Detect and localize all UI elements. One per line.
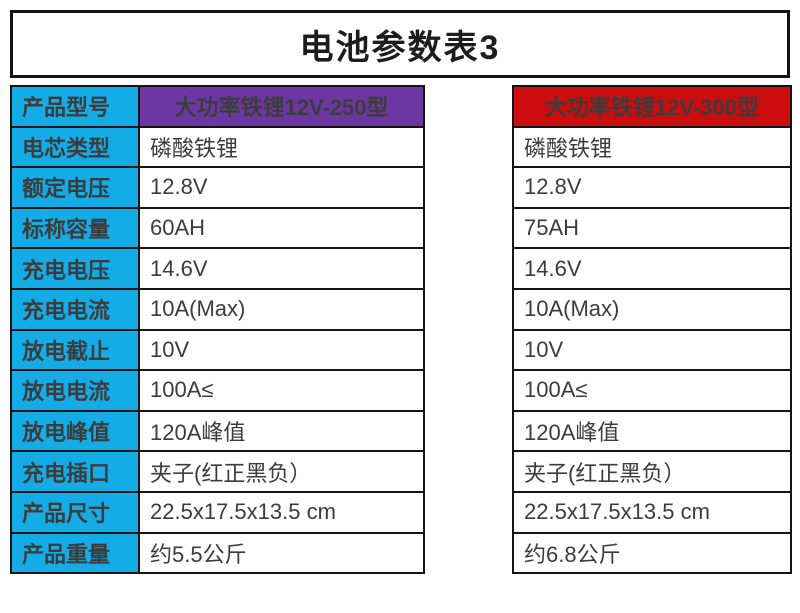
table-row: 额定电压 12.8V xyxy=(10,166,425,209)
param-label: 产品尺寸 xyxy=(10,490,140,534)
param-value-a: 14.6V xyxy=(138,247,425,290)
param-label: 额定电压 xyxy=(10,166,140,209)
table-row: 充电电流 10A(Max) xyxy=(10,287,425,331)
table-row: 14.6V xyxy=(512,247,792,290)
table-row: 120A峰值 xyxy=(512,409,792,453)
param-label: 充电电压 xyxy=(10,247,140,290)
table-row: 100A≤ xyxy=(512,369,792,412)
table-row-header: 大功率铁锂12V-300型 xyxy=(512,85,792,128)
table-row: 放电峰值 120A峰值 xyxy=(10,409,425,453)
spec-table-right: 大功率铁锂12V-300型 磷酸铁锂 12.8V 75AH 14.6V 10A(… xyxy=(512,85,792,575)
param-value-a: 120A峰值 xyxy=(138,409,425,453)
spec-tables: 产品型号 大功率铁锂12V-250型 电芯类型 磷酸铁锂 额定电压 12.8V … xyxy=(10,85,792,575)
param-value-b: 磷酸铁锂 xyxy=(512,125,792,169)
model-a-header: 大功率铁锂12V-250型 xyxy=(138,85,425,128)
table-row: 电芯类型 磷酸铁锂 xyxy=(10,125,425,169)
param-label: 充电插口 xyxy=(10,450,140,493)
param-value-b: 14.6V xyxy=(512,247,792,290)
page-title-box: 电池参数表3 xyxy=(10,10,790,78)
param-value-a: 夹子(红正黑负） xyxy=(138,450,425,493)
param-label-model: 产品型号 xyxy=(10,85,140,128)
table-row-header: 产品型号 大功率铁锂12V-250型 xyxy=(10,85,425,128)
model-b-header: 大功率铁锂12V-300型 xyxy=(512,85,792,128)
param-label: 标称容量 xyxy=(10,206,140,250)
table-row: 22.5x17.5x13.5 cm xyxy=(512,490,792,534)
table-row: 充电电压 14.6V xyxy=(10,247,425,290)
table-row: 10V xyxy=(512,328,792,372)
table-row: 标称容量 60AH xyxy=(10,206,425,250)
table-row: 磷酸铁锂 xyxy=(512,125,792,169)
param-label: 充电电流 xyxy=(10,287,140,331)
table-row: 约6.8公斤 xyxy=(512,531,792,575)
page-title: 电池参数表3 xyxy=(299,28,501,67)
param-label: 放电截止 xyxy=(10,328,140,372)
param-value-b: 10V xyxy=(512,328,792,372)
param-label: 产品重量 xyxy=(10,531,140,575)
table-row: 12.8V xyxy=(512,166,792,209)
table-row: 放电电流 100A≤ xyxy=(10,369,425,412)
table-row: 产品重量 约5.5公斤 xyxy=(10,531,425,575)
param-value-a: 磷酸铁锂 xyxy=(138,125,425,169)
table-row: 10A(Max) xyxy=(512,287,792,331)
param-value-b: 22.5x17.5x13.5 cm xyxy=(512,490,792,534)
param-value-a: 约5.5公斤 xyxy=(138,531,425,575)
param-label: 放电峰值 xyxy=(10,409,140,453)
param-value-a: 12.8V xyxy=(138,166,425,209)
param-value-a: 60AH xyxy=(138,206,425,250)
table-row: 夹子(红正黑负） xyxy=(512,450,792,493)
spec-table-left: 产品型号 大功率铁锂12V-250型 电芯类型 磷酸铁锂 额定电压 12.8V … xyxy=(10,85,425,575)
param-value-b: 100A≤ xyxy=(512,369,792,412)
param-value-b: 10A(Max) xyxy=(512,287,792,331)
table-row: 75AH xyxy=(512,206,792,250)
param-value-b: 夹子(红正黑负） xyxy=(512,450,792,493)
param-value-b: 120A峰值 xyxy=(512,409,792,453)
param-value-b: 约6.8公斤 xyxy=(512,531,792,575)
param-value-a: 22.5x17.5x13.5 cm xyxy=(138,490,425,534)
table-row: 充电插口 夹子(红正黑负） xyxy=(10,450,425,493)
param-value-a: 10V xyxy=(138,328,425,372)
param-value-b: 12.8V xyxy=(512,166,792,209)
table-row: 放电截止 10V xyxy=(10,328,425,372)
param-label: 电芯类型 xyxy=(10,125,140,169)
param-label: 放电电流 xyxy=(10,369,140,412)
param-value-a: 100A≤ xyxy=(138,369,425,412)
param-value-a: 10A(Max) xyxy=(138,287,425,331)
param-value-b: 75AH xyxy=(512,206,792,250)
table-row: 产品尺寸 22.5x17.5x13.5 cm xyxy=(10,490,425,534)
